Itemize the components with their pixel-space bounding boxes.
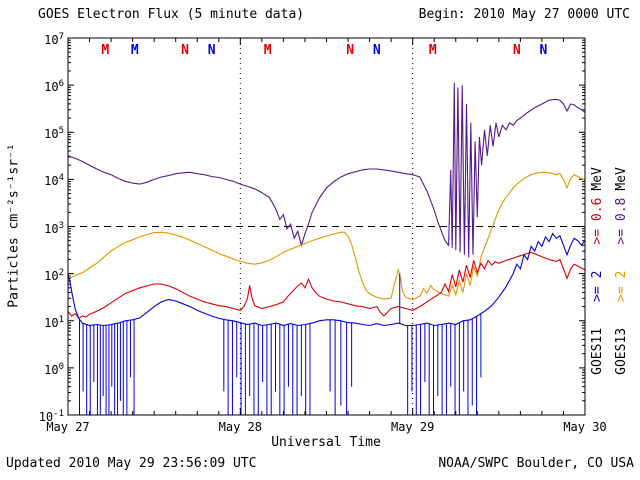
satellite-marker-M: M: [264, 43, 272, 58]
legend-goes13: GOES13 >= 2 >= 0.8 MeV: [613, 141, 629, 401]
plot-border: [67, 37, 586, 416]
satellite-marker-N: N: [208, 43, 216, 58]
series-goes13-08mev: [67, 82, 586, 258]
series-goes11-2mev: [67, 232, 586, 327]
satellite-marker-N: N: [373, 43, 381, 58]
y-axis-label: Particles cm⁻²s⁻¹sr⁻¹: [6, 143, 22, 308]
legend-goes13-ge08-channel: >= 0.8: [613, 197, 629, 245]
updated-timestamp-label: Updated 2010 May 29 23:56:09 UTC: [6, 456, 257, 471]
satellite-marker-N: N: [346, 43, 354, 58]
series-goes11-06mev: [67, 251, 586, 320]
legend-goes11-satellite: GOES11: [589, 327, 605, 375]
legend-goes11-unit: MeV: [589, 167, 605, 191]
legend-goes13-unit: MeV: [613, 167, 629, 191]
chart-title: GOES Electron Flux (5 minute data): [38, 7, 305, 22]
satellite-marker-M: M: [429, 43, 437, 58]
satellite-marker-N: N: [181, 43, 189, 58]
legend-goes11-ge2-channel: >= 2: [589, 270, 605, 302]
legend-goes11: GOES11 >= 2 >= 0.6 MeV: [589, 141, 605, 401]
x-axis-label: Universal Time: [271, 435, 381, 450]
legend-goes13-ge2-channel: >= 2: [613, 270, 629, 302]
satellite-marker-M: M: [131, 43, 139, 58]
legend-goes13-satellite: GOES13: [613, 327, 629, 375]
begin-timestamp-label: Begin: 2010 May 27 0000 UTC: [418, 7, 630, 22]
legend-goes11-ge06-channel: >= 0.6: [589, 197, 605, 245]
satellite-marker-M: M: [101, 43, 109, 58]
satellite-marker-N: N: [539, 43, 547, 58]
credit-label: NOAA/SWPC Boulder, CO USA: [438, 456, 634, 471]
satellite-marker-N: N: [513, 43, 521, 58]
series-goes13-2mev: [67, 171, 586, 301]
